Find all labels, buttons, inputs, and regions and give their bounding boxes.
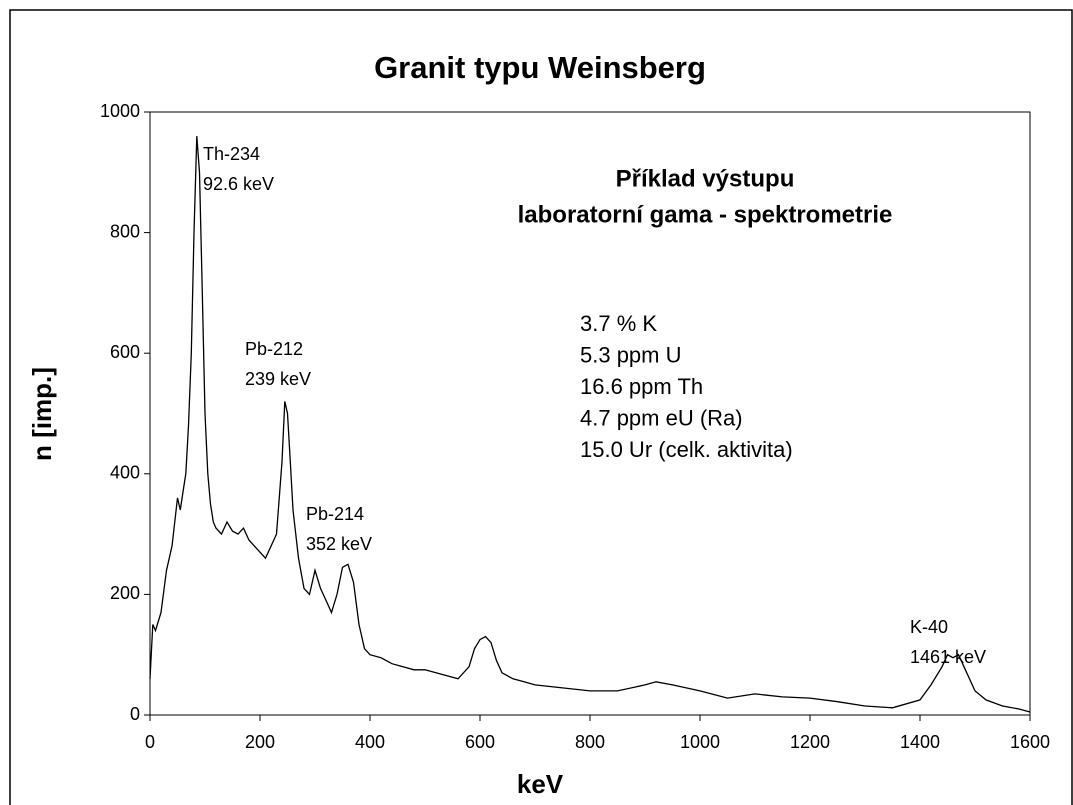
frame xyxy=(9,9,1073,805)
y-tick-label: 200 xyxy=(110,583,140,603)
chart-title: Granit typu Weinsberg xyxy=(374,50,706,85)
y-tick-label: 0 xyxy=(130,704,140,724)
info-line: 4.7 ppm eU (Ra) xyxy=(580,405,743,430)
y-tick-label: 600 xyxy=(110,342,140,362)
spectrum-line xyxy=(149,136,1031,713)
info-line: 5.3 ppm U xyxy=(580,342,682,367)
peak-label: Pb-214 xyxy=(306,504,364,524)
subtitle: Příklad výstupu xyxy=(616,165,795,192)
y-tick-label: 1000 xyxy=(100,101,140,121)
x-tick-label: 1200 xyxy=(790,732,830,752)
peak-label: K-40 xyxy=(910,617,948,637)
x-tick-label: 1000 xyxy=(680,732,720,752)
peak-label: 239 keV xyxy=(245,369,311,389)
x-tick-label: 400 xyxy=(355,732,385,752)
x-tick-label: 1600 xyxy=(1010,732,1050,752)
x-tick-label: 1400 xyxy=(900,732,940,752)
y-axis-label: n [imp.] xyxy=(27,367,57,461)
peak-label: Th-234 xyxy=(203,144,260,164)
x-axis-label: keV xyxy=(517,769,564,799)
peak-label: 1461 keV xyxy=(910,647,986,667)
y-tick-label: 400 xyxy=(110,463,140,483)
y-tick-label: 800 xyxy=(110,221,140,241)
x-tick-label: 0 xyxy=(145,732,155,752)
peak-label: 92.6 keV xyxy=(203,174,274,194)
subtitle: laboratorní gama - spektrometrie xyxy=(518,201,893,228)
peak-label: Pb-212 xyxy=(245,339,303,359)
x-tick-label: 200 xyxy=(245,732,275,752)
info-line: 3.7 % K xyxy=(580,311,657,336)
info-line: 16.6 ppm Th xyxy=(580,374,703,399)
x-tick-label: 600 xyxy=(465,732,495,752)
peak-label: 352 keV xyxy=(306,534,372,554)
info-line: 15.0 Ur (celk. aktivita) xyxy=(580,437,793,462)
x-tick-label: 800 xyxy=(575,732,605,752)
